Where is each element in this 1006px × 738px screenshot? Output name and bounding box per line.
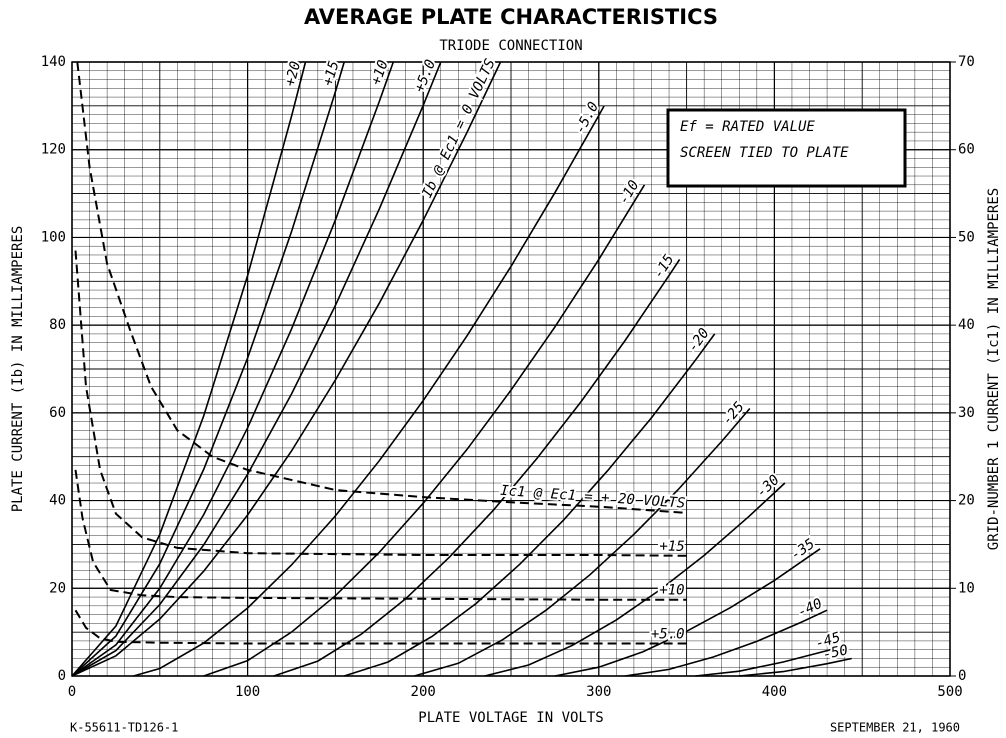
x-tick-label: 100 <box>235 684 260 700</box>
x-tick-label: 500 <box>937 684 962 700</box>
y-tick-label: 60 <box>49 405 66 421</box>
series-label: +10 <box>659 583 684 599</box>
series-label: -35 <box>788 536 818 564</box>
y2-tick-label: 70 <box>958 54 975 70</box>
y-axis-label: PLATE CURRENT (Ib) IN MILLIAMPERES <box>10 226 26 513</box>
series-line <box>74 469 687 601</box>
series-line <box>624 609 828 677</box>
series-line <box>71 61 395 677</box>
y2-tick-label: 20 <box>958 493 975 509</box>
y-tick-label: 100 <box>41 229 66 245</box>
series-label: +15 <box>659 539 684 555</box>
y-tick-label: 40 <box>49 493 66 509</box>
x-axis-label: PLATE VOLTAGE IN VOLTS <box>418 710 603 726</box>
y-tick-label: 20 <box>49 580 66 596</box>
x-tick-label: 200 <box>411 684 436 700</box>
chart-subtitle: TRIODE CONNECTION <box>439 38 582 54</box>
y2-tick-label: 0 <box>958 668 966 684</box>
x-tick-label: 0 <box>68 684 76 700</box>
x-tick-label: 300 <box>586 684 611 700</box>
series-label: -30 <box>753 472 782 501</box>
annotation: Ef = RATED VALUE <box>680 119 815 135</box>
footer-right: SEPTEMBER 21, 1960 <box>830 721 960 735</box>
series-label: +20 <box>282 60 304 88</box>
series-line <box>76 61 687 514</box>
series-label: -40 <box>795 596 825 621</box>
series-label: -20 <box>685 325 713 355</box>
annotation: SCREEN TIED TO PLATE <box>680 145 849 161</box>
y2-tick-label: 10 <box>958 580 975 596</box>
y-tick-label: 120 <box>41 142 66 158</box>
series-line <box>484 482 786 677</box>
y2-axis-label: GRID-NUMBER 1 CURRENT (Ic1) IN MILLIAMPE… <box>986 188 1002 550</box>
series-line <box>554 548 821 677</box>
series-line <box>74 609 687 645</box>
series-line <box>203 184 646 677</box>
y2-tick-label: 50 <box>958 229 975 245</box>
chart-title: AVERAGE PLATE CHARACTERISTICS <box>304 5 718 29</box>
series-line <box>74 250 687 557</box>
y-tick-label: 80 <box>49 317 66 333</box>
series-label: -25 <box>719 399 748 429</box>
annotation-box: Ef = RATED VALUE SCREEN TIED TO PLATE <box>666 108 907 188</box>
series-label: +5.0 <box>651 627 685 643</box>
series-line <box>414 407 751 677</box>
footer-left: K-55611-TD126-1 <box>70 721 178 735</box>
series-label: -10 <box>616 178 643 208</box>
series-line <box>343 333 716 677</box>
series-label: -15 <box>650 252 677 282</box>
series-line <box>739 657 852 677</box>
y2-tick-label: 40 <box>958 317 975 333</box>
series-line <box>71 61 345 677</box>
y-tick-label: 0 <box>58 668 66 684</box>
series-line <box>133 105 605 677</box>
series-line <box>71 61 307 677</box>
series-label: +15 <box>320 59 342 88</box>
annotation-frame <box>666 108 907 188</box>
x-tick-label: 400 <box>762 684 787 700</box>
series-line <box>695 644 845 677</box>
y2-tick-label: 60 <box>958 142 975 158</box>
series-line <box>71 61 442 677</box>
y2-tick-label: 30 <box>958 405 975 421</box>
series-line <box>71 61 502 677</box>
y-tick-label: 140 <box>41 54 66 70</box>
